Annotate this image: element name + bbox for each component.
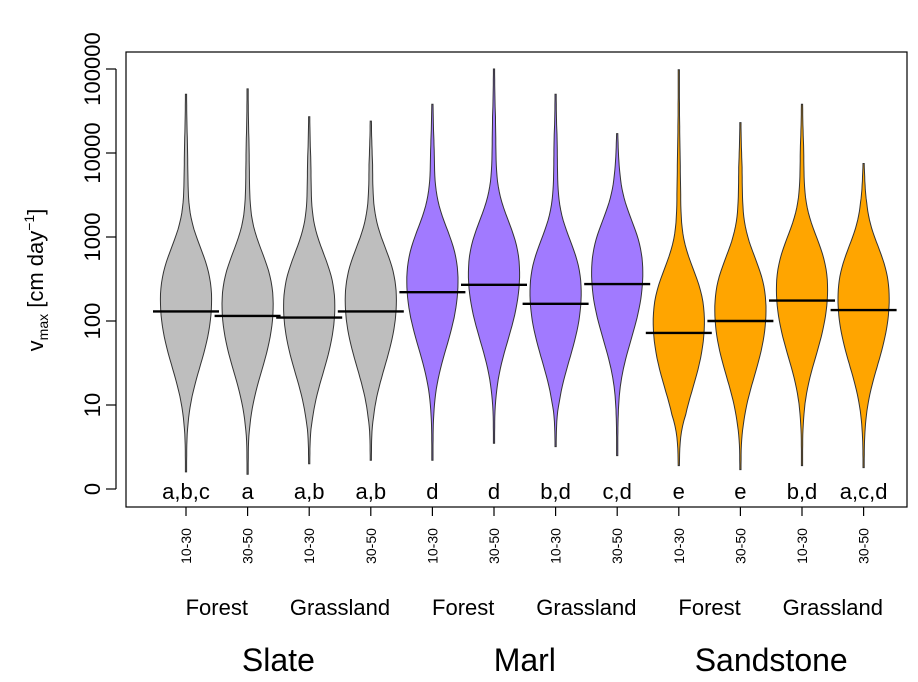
landuse-label: Grassland <box>536 595 636 620</box>
y-tick-label: 0 <box>80 483 105 495</box>
violin-1 <box>159 93 213 473</box>
y-tick-label: 10000 <box>80 122 105 183</box>
significance-letters: a,c,d <box>840 479 888 504</box>
significance-letters: e <box>673 479 685 504</box>
significance-letters: e <box>734 479 746 504</box>
landuse-label: Grassland <box>783 595 883 620</box>
depth-label: 30-50 <box>609 528 625 564</box>
depth-label: 10-30 <box>424 528 440 564</box>
plot-frame <box>125 51 908 508</box>
depth-label: 30-50 <box>856 528 872 564</box>
violin-7 <box>529 93 582 448</box>
violin-5 <box>406 103 459 461</box>
violins-layer: a,b,c 10-30 a 30-50 a,b 10-30 a,b 30-50 d 10-30 d 3… <box>153 68 897 564</box>
depth-label: 10-30 <box>671 528 687 564</box>
landuse-label: Forest <box>432 595 494 620</box>
geology-label: Slate <box>242 642 315 678</box>
violin-10 <box>714 122 767 471</box>
violin-6 <box>467 68 521 444</box>
geology-label: Sandstone <box>695 642 848 678</box>
depth-label: 30-50 <box>732 528 748 564</box>
violin-3 <box>283 116 336 465</box>
violin-8 <box>591 133 644 457</box>
significance-letters: d <box>426 479 438 504</box>
depth-label: 30-50 <box>240 528 256 564</box>
geology-label: Marl <box>494 642 556 678</box>
depth-label: 30-50 <box>363 528 379 564</box>
depth-label: 30-50 <box>486 528 502 564</box>
violin-11 <box>775 103 829 467</box>
landuse-label: Forest <box>678 595 740 620</box>
violin-9 <box>652 69 705 467</box>
significance-letters: b,d <box>787 479 818 504</box>
violin-4 <box>344 120 397 461</box>
y-tick-label: 100000 <box>80 32 105 105</box>
depth-label: 10-30 <box>301 528 317 564</box>
violin-12 <box>837 163 890 469</box>
y-tick-label: 100 <box>80 303 105 340</box>
significance-letters: c,d <box>603 479 632 504</box>
landuse-label: Forest <box>186 595 248 620</box>
depth-label: 10-30 <box>794 528 810 564</box>
depth-label: 10-30 <box>548 528 564 564</box>
depth-label: 10-30 <box>178 528 194 564</box>
significance-letters: a,b <box>356 479 387 504</box>
significance-letters: b,d <box>540 479 571 504</box>
significance-letters: a <box>241 479 254 504</box>
y-tick-label: 1000 <box>80 213 105 262</box>
landuse-label: Grassland <box>290 595 390 620</box>
y-axis-title: vmax [cm day−1] <box>21 209 51 352</box>
significance-letters: d <box>488 479 500 504</box>
violin-2 <box>221 88 274 475</box>
y-tick-label: 10 <box>80 393 105 417</box>
y-axis-label: vmax [cm day−1] <box>21 209 51 352</box>
significance-letters: a,b,c <box>162 479 210 504</box>
significance-letters: a,b <box>294 479 325 504</box>
